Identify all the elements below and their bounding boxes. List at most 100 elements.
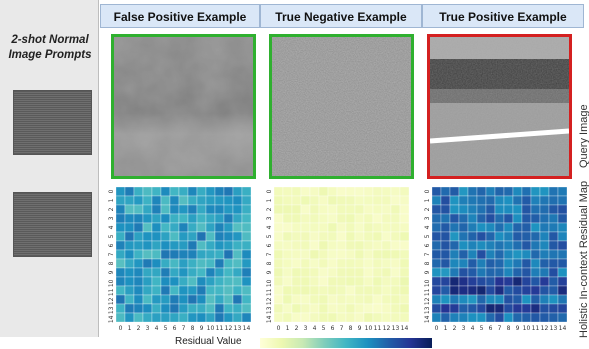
heatmap-cell	[196, 249, 207, 260]
heatmap-y-tick: 7	[424, 252, 431, 256]
heatmap-cell	[363, 294, 374, 305]
heatmap-cell	[291, 285, 302, 296]
heatmap-cell	[440, 285, 451, 296]
heatmap-cell	[115, 222, 126, 233]
heatmap-cell	[530, 195, 541, 206]
heatmap-cell	[291, 276, 302, 287]
heatmap-cell	[115, 249, 126, 260]
heatmap-cell	[440, 231, 451, 242]
heatmap-cell	[503, 303, 514, 314]
heatmap-cell	[178, 249, 189, 260]
heatmap-cell	[300, 231, 311, 242]
heatmap-cell	[494, 249, 505, 260]
heatmap-cell	[476, 312, 487, 323]
heatmap-cell	[282, 186, 293, 197]
heatmap-cell	[282, 285, 293, 296]
heatmap-cell	[345, 294, 356, 305]
heatmap-cell	[196, 213, 207, 224]
heatmap-cell	[151, 312, 162, 323]
heatmap-cell	[318, 186, 329, 197]
heatmap-cell	[327, 240, 338, 251]
heatmap-cell	[300, 294, 311, 305]
heatmap-cell	[124, 186, 135, 197]
heatmap-cell	[467, 285, 478, 296]
heatmap-cell	[539, 285, 550, 296]
heatmap-x-tick: 2	[295, 325, 299, 332]
heatmap-cell	[354, 312, 365, 323]
heatmap-cell	[467, 240, 478, 251]
heatmap-cell	[476, 213, 487, 224]
heatmap-cell	[151, 222, 162, 233]
heatmap-cell	[300, 276, 311, 287]
heatmap-cell	[521, 303, 532, 314]
heatmap-x-tick: 7	[498, 325, 502, 332]
heatmap-cell	[363, 249, 374, 260]
heatmap-cell	[354, 249, 365, 260]
heatmap-cell	[363, 222, 374, 233]
heatmap-x-tick: 6	[489, 325, 493, 332]
heatmap-cell	[214, 258, 225, 269]
heatmap-cell	[431, 231, 442, 242]
heatmap-cell	[354, 222, 365, 233]
heatmap-cell	[309, 204, 320, 215]
heatmap-cell	[512, 249, 523, 260]
heatmap-cell	[142, 195, 153, 206]
heatmap-y-tick: 1	[266, 198, 273, 202]
heatmap-cell	[485, 222, 496, 233]
heatmap-cell	[557, 258, 568, 269]
heatmap-cell	[196, 276, 207, 287]
heatmap-cell	[494, 303, 505, 314]
heatmap-cell	[160, 213, 171, 224]
heatmap-cell	[232, 231, 243, 242]
heatmap-cell	[449, 240, 460, 251]
heatmap-cell	[223, 231, 234, 242]
heatmap-cell	[381, 249, 392, 260]
heatmap-cell	[309, 285, 320, 296]
heatmap-cell	[291, 312, 302, 323]
heatmap-cell	[485, 240, 496, 251]
heatmap-cell	[187, 204, 198, 215]
heatmap-cell	[557, 267, 568, 278]
heatmap-cell	[327, 231, 338, 242]
colorbar	[260, 338, 432, 348]
heatmap-cell	[160, 312, 171, 323]
heatmap-cell	[178, 285, 189, 296]
heatmap-cell	[187, 240, 198, 251]
heatmap-cell	[115, 303, 126, 314]
heatmap-cell	[241, 267, 252, 278]
heatmap-cell	[327, 303, 338, 314]
heatmap-x-tick: 13	[392, 325, 400, 332]
heatmap-y-tick: 4	[424, 225, 431, 229]
heatmap-cell	[133, 186, 144, 197]
heatmap-cell	[512, 231, 523, 242]
heatmap-cell	[530, 213, 541, 224]
heatmap-cell	[318, 267, 329, 278]
heatmap-cell	[503, 222, 514, 233]
heatmap-cell	[133, 267, 144, 278]
heatmap-cell	[345, 222, 356, 233]
heatmap-cell	[530, 258, 541, 269]
heatmap-cell	[372, 222, 383, 233]
heatmap-cell	[160, 186, 171, 197]
heatmap-cell	[142, 240, 153, 251]
heatmap-cell	[503, 285, 514, 296]
heatmap-cell	[557, 240, 568, 251]
heatmap-cell	[467, 276, 478, 287]
heatmap-cell	[336, 294, 347, 305]
heatmap-cell	[521, 312, 532, 323]
heatmap-cell	[142, 213, 153, 224]
query-image-true-positive	[427, 34, 572, 179]
heatmap-y-tick: 8	[108, 261, 115, 265]
heatmap-cell	[223, 276, 234, 287]
heatmap-cell	[381, 312, 392, 323]
heatmap-y-tick: 3	[266, 216, 273, 220]
heatmap-cell	[440, 276, 451, 287]
heatmap-cell	[160, 294, 171, 305]
heatmap-cell	[196, 240, 207, 251]
heatmap-cell	[282, 240, 293, 251]
heatmap-cell	[381, 285, 392, 296]
heatmap-cell	[169, 204, 180, 215]
heatmap-cell	[431, 249, 442, 260]
heatmap-cell	[300, 285, 311, 296]
heatmap-cell	[458, 294, 469, 305]
